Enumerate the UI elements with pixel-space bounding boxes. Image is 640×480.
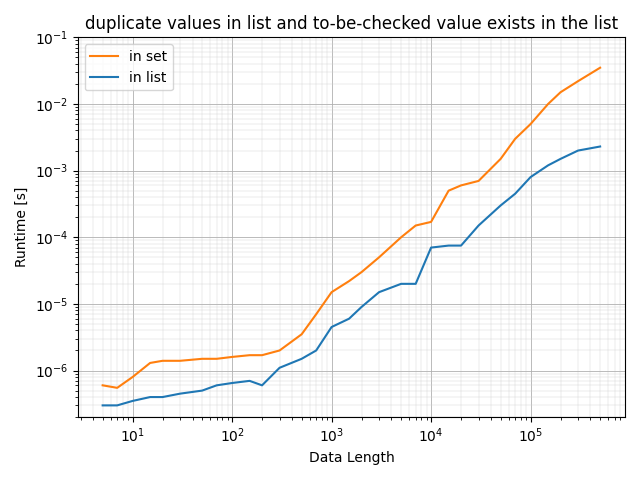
in list xyxy=(176,391,184,396)
in set xyxy=(574,78,582,84)
in set xyxy=(129,374,136,380)
in list xyxy=(475,223,483,228)
in list xyxy=(147,394,154,400)
in set xyxy=(276,348,284,353)
in list xyxy=(159,394,166,400)
in set xyxy=(113,385,121,391)
in set xyxy=(596,65,604,71)
in set xyxy=(147,360,154,366)
in list xyxy=(258,383,266,388)
Y-axis label: Runtime [s]: Runtime [s] xyxy=(15,187,29,267)
in list xyxy=(412,281,419,287)
in list xyxy=(375,289,383,295)
in set xyxy=(358,269,365,275)
Legend: in set, in list: in set, in list xyxy=(84,44,173,90)
in list xyxy=(198,388,206,394)
in set xyxy=(159,358,166,364)
in set xyxy=(312,312,320,317)
in list xyxy=(228,380,236,386)
in list xyxy=(129,398,136,404)
in list xyxy=(358,304,365,310)
in set xyxy=(246,352,253,358)
in set xyxy=(527,121,534,127)
in list xyxy=(99,403,106,408)
in list xyxy=(527,174,534,180)
in set xyxy=(445,188,452,193)
Line: in set: in set xyxy=(102,68,600,388)
in set xyxy=(428,219,435,225)
in list xyxy=(596,144,604,149)
in set xyxy=(511,136,519,142)
in set xyxy=(457,182,465,188)
in set xyxy=(213,356,221,362)
in list xyxy=(574,148,582,154)
in list xyxy=(345,316,353,322)
in set xyxy=(475,178,483,184)
in set xyxy=(345,278,353,284)
in set xyxy=(544,101,552,107)
in set xyxy=(412,223,419,228)
X-axis label: Data Length: Data Length xyxy=(308,451,394,465)
in list xyxy=(246,378,253,384)
in set xyxy=(298,331,305,337)
in set xyxy=(497,156,504,162)
in set xyxy=(557,89,564,95)
in set xyxy=(228,354,236,360)
Title: duplicate values in list and to-be-checked value exists in the list: duplicate values in list and to-be-check… xyxy=(85,15,618,33)
in list xyxy=(298,356,305,362)
in set xyxy=(328,289,335,295)
in list xyxy=(497,203,504,208)
in list xyxy=(428,245,435,251)
in list xyxy=(557,156,564,162)
in set xyxy=(375,254,383,260)
in list xyxy=(328,324,335,330)
in set xyxy=(198,356,206,362)
in set xyxy=(99,383,106,388)
in list xyxy=(113,403,121,408)
in list xyxy=(312,348,320,353)
in list xyxy=(276,365,284,371)
in list xyxy=(445,243,452,249)
in set xyxy=(258,352,266,358)
in set xyxy=(176,358,184,364)
in set xyxy=(397,234,405,240)
in list xyxy=(511,191,519,197)
in list xyxy=(213,383,221,388)
in list xyxy=(397,281,405,287)
in list xyxy=(457,243,465,249)
in list xyxy=(544,162,552,168)
Line: in list: in list xyxy=(102,146,600,406)
